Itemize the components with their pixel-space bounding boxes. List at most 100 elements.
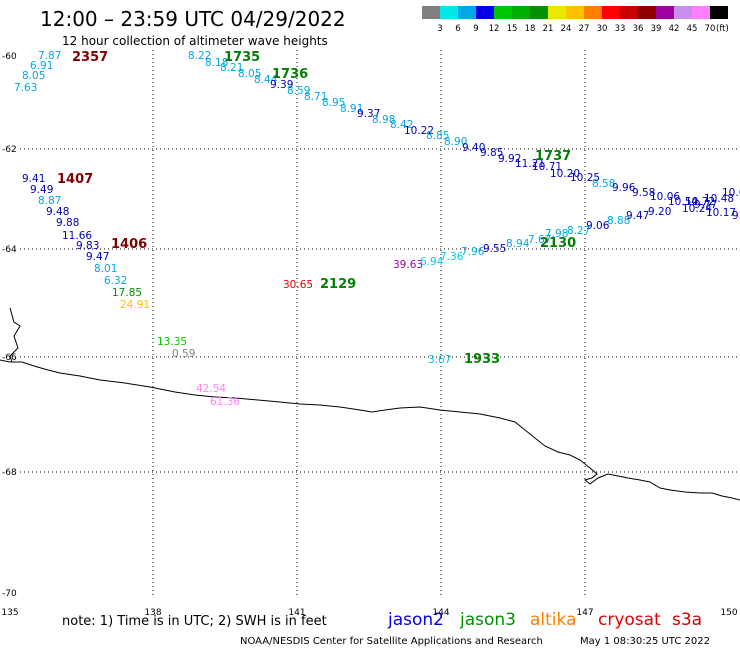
legend-swatch xyxy=(440,6,458,19)
wave-height-value: 8.05 xyxy=(22,70,45,82)
wave-height-value: 42.54 xyxy=(196,383,226,395)
map-title: 12:00 – 23:59 UTC 04/29/2022 xyxy=(40,7,346,31)
lat-tick-label: -70 xyxy=(2,589,17,599)
wave-height-value: 7.36 xyxy=(440,251,464,263)
pass-time-label: 1933 xyxy=(464,352,500,367)
wave-height-value: 7.87 xyxy=(38,50,61,62)
wave-height-value: 8.88 xyxy=(607,215,630,227)
wave-height-value: 9.58 xyxy=(632,187,655,199)
wave-height-value: 8.58 xyxy=(592,178,615,190)
wave-height-value: 0.59 xyxy=(172,348,195,360)
legend-tick-label: 12 xyxy=(489,24,500,34)
wave-height-value: 17.85 xyxy=(112,287,142,299)
wave-height-value: 11.66 xyxy=(62,230,92,242)
wave-height-value: 8.71 xyxy=(304,91,327,103)
wave-height-value: 9.49 xyxy=(30,184,53,196)
legend-swatch xyxy=(476,6,494,19)
legend-tick-label: 15 xyxy=(507,24,518,34)
wave-height-value: 9.48 xyxy=(46,206,69,218)
footer-note: note: 1) Time is in UTC; 2) SWH is in fe… xyxy=(62,614,327,629)
wave-height-value: 8.87 xyxy=(38,195,61,207)
wave-height-value: 24.91 xyxy=(120,299,150,311)
legend-tick-label: 27 xyxy=(579,24,590,34)
pass-time-label: 2129 xyxy=(320,277,356,292)
wave-height-value: 61.36 xyxy=(210,396,240,408)
legend-jason3: jason3 xyxy=(459,610,516,630)
legend-swatch xyxy=(494,6,512,19)
wave-height-value: 8.18 xyxy=(205,57,228,69)
wave-height-value: 9.40 xyxy=(462,142,485,154)
wave-height-value: 7.67 xyxy=(528,234,551,246)
legend-tick-label: 30 xyxy=(597,24,608,34)
legend-tick-label: 39 xyxy=(651,24,662,34)
wave-height-value: 10.71 xyxy=(532,161,562,173)
wave-height-value: 7.98 xyxy=(545,228,568,240)
wave-height-value: 10.20 xyxy=(550,168,580,180)
legend-tick-label: 21 xyxy=(543,24,554,34)
legend-swatch xyxy=(656,6,674,19)
wave-height-value: 7.63 xyxy=(14,82,37,94)
wave-height-value: 39.63 xyxy=(393,259,423,271)
wave-height-value: 6.94 xyxy=(420,256,444,268)
wave-height-value: 10.25 xyxy=(570,172,600,184)
wave-height-value: 8.85 xyxy=(426,130,449,142)
lat-tick-label: -60 xyxy=(2,52,17,62)
wave-height-value: 10.24 xyxy=(682,203,712,215)
legend-tick-label: 3 xyxy=(437,24,442,34)
wave-height-value: 8.05 xyxy=(238,68,261,80)
legend-tick-label: 6 xyxy=(455,24,460,34)
wave-height-value: 9.47 xyxy=(626,210,649,222)
wave-height-value: 10.48 xyxy=(704,193,734,205)
pass-time-label: 1407 xyxy=(57,172,93,187)
wave-height-value: 30.65 xyxy=(283,279,313,291)
wave-height-value: 8.22 xyxy=(188,50,211,62)
wave-height-value: 10.54 xyxy=(668,196,698,208)
legend-swatch xyxy=(584,6,602,19)
lon-tick-label: 147 xyxy=(576,608,593,618)
legend-tick-label: 70 xyxy=(705,24,716,34)
wave-height-value: 10.6 xyxy=(722,187,740,199)
legend-swatch xyxy=(458,6,476,19)
map-grid: 135 138 141 144 147 150 -60 -62 -64 -66 -68 -70 xyxy=(1,50,740,618)
wave-height-value: 9.83 xyxy=(76,240,99,252)
pass-time-label: 1406 xyxy=(111,237,147,252)
wave-height-value: 9.92 xyxy=(498,153,521,165)
legend-jason2: jason2 xyxy=(387,610,444,630)
wave-height-value: 9.85 xyxy=(480,147,503,159)
wave-height-value: 9.41 xyxy=(22,173,45,185)
legend-cryosat: cryosat xyxy=(598,610,661,630)
wave-height-value: 11.21 xyxy=(515,158,545,170)
wave-height-value: 13.35 xyxy=(157,336,187,348)
wave-height-value: 10.22 xyxy=(404,125,434,137)
coastline-fjord xyxy=(9,307,21,363)
wave-height-value: 9.06 xyxy=(586,220,610,232)
lat-tick-label: -66 xyxy=(2,353,17,363)
wave-height-value: 10.72 xyxy=(685,196,715,208)
legend-unit: (ft) xyxy=(716,24,729,34)
wave-height-value: 9.55 xyxy=(483,243,506,255)
pass-time-label: 1735 xyxy=(224,50,260,65)
legend-tick-label: 42 xyxy=(669,24,680,34)
legend-swatch xyxy=(620,6,638,19)
legend-altika: altika xyxy=(530,610,577,630)
lat-tick-label: -68 xyxy=(2,468,17,478)
pass-time-label: 1737 xyxy=(535,149,571,164)
lon-tick-label: 135 xyxy=(1,608,18,618)
wave-height-value: 8.59 xyxy=(287,85,310,97)
wave-height-value: 8.95 xyxy=(322,97,345,109)
legend-swatch xyxy=(530,6,548,19)
pass-time-label: 2130 xyxy=(540,236,576,251)
wave-height-value: 9.96 xyxy=(612,182,636,194)
wave-height-value: 6.91 xyxy=(30,60,53,72)
legend-swatch xyxy=(692,6,710,19)
legend-tick-label: 9 xyxy=(473,24,478,34)
legend-swatch xyxy=(710,6,728,19)
legend-tick-label: 45 xyxy=(687,24,698,34)
wave-height-value: 10.06 xyxy=(650,191,680,203)
wave-height-value: 8.27 xyxy=(567,225,590,237)
footer-timestamp: May 1 08:30:25 UTC 2022 xyxy=(580,636,710,647)
wave-height-value: 9.39 xyxy=(270,79,293,91)
color-legend: 3 6 9 12 15 18 21 24 27 30 33 36 39 42 45 70 (ft) xyxy=(422,6,729,34)
wave-height-value: 8.94 xyxy=(506,238,530,250)
